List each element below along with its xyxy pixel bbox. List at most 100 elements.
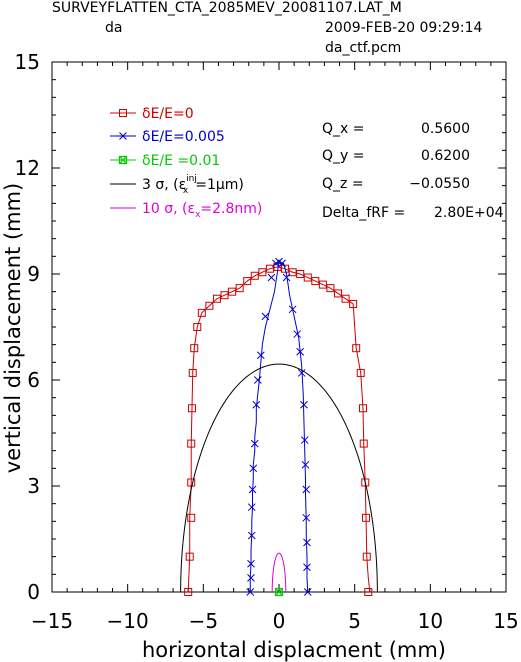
data-point xyxy=(246,588,255,596)
data-point xyxy=(267,273,276,282)
plot-frame xyxy=(51,61,507,593)
y-tick-label: 6 xyxy=(27,368,40,392)
series-5 xyxy=(271,552,287,593)
data-point xyxy=(247,503,256,512)
data-point xyxy=(205,301,214,310)
data-point xyxy=(265,264,274,273)
data-point xyxy=(358,404,367,413)
legend-marker xyxy=(119,109,127,117)
data-point xyxy=(184,588,193,596)
data-point xyxy=(187,404,196,413)
y-tick-label: 15 xyxy=(15,50,40,74)
data-point xyxy=(249,464,258,473)
legend-label: 3 σ, (εinj x =1µm) xyxy=(142,174,244,196)
header-timestamp: 2009-FEB-20 09:29:14 xyxy=(325,20,482,36)
data-point xyxy=(235,284,244,293)
data-point xyxy=(362,513,371,522)
data-point xyxy=(296,347,305,356)
data-point xyxy=(326,284,335,293)
series-4 xyxy=(180,363,378,593)
legend-entry-5: 10 σ, (εx=2.8nm) xyxy=(110,201,262,220)
data-point xyxy=(228,287,237,296)
legend-marker xyxy=(119,132,127,140)
data-point xyxy=(250,271,259,280)
data-point xyxy=(188,368,197,377)
legend-entry-3: δE/E =0.01 xyxy=(110,153,220,169)
data-point xyxy=(256,351,265,360)
data-point xyxy=(247,559,255,568)
data-point xyxy=(356,368,365,377)
annotation-label: Q_x = xyxy=(322,121,365,137)
data-point xyxy=(334,289,343,298)
legend-entry-1: δE/E=0 xyxy=(110,106,194,122)
data-point xyxy=(187,439,196,448)
y-tick-label: 12 xyxy=(15,156,40,180)
data-point xyxy=(253,376,262,384)
data-point xyxy=(364,588,373,596)
series-3 xyxy=(274,587,284,597)
x-tick-label: 15 xyxy=(493,609,518,633)
legend-label: δE/E=0 xyxy=(142,106,194,122)
data-point xyxy=(185,552,194,561)
legend-label: 10 σ, (εx=2.8nm) xyxy=(142,201,262,220)
annotation-label: Delta_fRF = xyxy=(322,205,405,221)
annotation-value: −0.0550 xyxy=(409,176,470,192)
data-point xyxy=(212,294,221,303)
data-point xyxy=(274,587,284,597)
data-point xyxy=(282,273,291,282)
series-layer xyxy=(180,257,378,597)
data-point xyxy=(288,268,297,277)
legend-label: δE/E =0.01 xyxy=(142,153,220,169)
series-line xyxy=(271,552,287,593)
data-point xyxy=(293,330,302,338)
x-tick-label: 10 xyxy=(418,609,443,633)
legend-marker xyxy=(118,155,128,165)
annotation-value: 0.5600 xyxy=(421,121,470,137)
data-point xyxy=(296,270,305,278)
data-point xyxy=(318,280,327,289)
data-point xyxy=(311,277,320,286)
header-file: da_ctf.pcm xyxy=(325,40,401,56)
data-point xyxy=(303,588,312,596)
data-point xyxy=(303,563,311,572)
data-point xyxy=(190,344,199,353)
legend-label: δE/E=0.005 xyxy=(142,129,225,145)
data-point xyxy=(193,323,202,331)
data-point xyxy=(247,574,255,582)
data-point xyxy=(197,308,206,317)
data-point xyxy=(352,344,361,353)
data-point xyxy=(301,460,310,469)
data-point xyxy=(187,478,196,487)
data-point xyxy=(248,485,257,494)
data-point xyxy=(261,312,270,321)
annotation-label: Q_y = xyxy=(322,148,365,164)
data-point xyxy=(297,369,306,377)
series-line xyxy=(187,266,371,593)
data-point xyxy=(302,485,311,494)
data-point xyxy=(243,277,252,286)
x-tick-label: 0 xyxy=(273,609,286,633)
data-point xyxy=(252,400,261,409)
axis-ticks: −15 −10 −5 0 5 10 15 0 3 6 9 12 15 xyxy=(15,50,519,633)
x-tick-label: 5 xyxy=(348,609,361,633)
legend-entry-2: δE/E=0.005 xyxy=(110,129,225,145)
data-point xyxy=(288,305,297,314)
x-axis-label: horizontal displacment (mm) xyxy=(142,638,446,662)
annotation-value: 0.6200 xyxy=(421,148,470,164)
data-point xyxy=(247,531,256,540)
data-point xyxy=(281,264,290,273)
y-tick-label: 9 xyxy=(27,262,40,286)
data-point xyxy=(187,513,196,522)
y-tick-label: 3 xyxy=(27,474,40,498)
legend: δE/E=0 δE/E=0.005 δE/E =0.01 3 σ, (εinj x =1µ… xyxy=(110,106,262,220)
data-point xyxy=(349,300,358,309)
data-point xyxy=(361,478,370,487)
data-point xyxy=(278,259,286,268)
data-point xyxy=(359,439,368,448)
y-axis-label: vertical displacement (mm) xyxy=(1,183,25,473)
data-point xyxy=(300,436,309,444)
data-point xyxy=(362,552,371,561)
x-tick-label: −5 xyxy=(189,609,218,633)
x-tick-label: −15 xyxy=(31,609,73,633)
